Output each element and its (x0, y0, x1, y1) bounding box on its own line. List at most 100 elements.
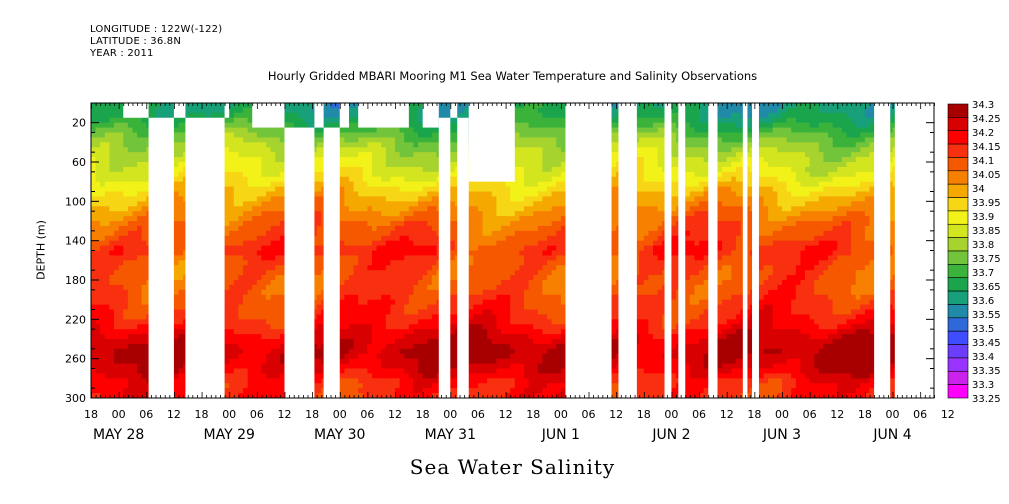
salinity-cell (252, 142, 258, 148)
salinity-cell (252, 221, 258, 227)
salinity-cell (270, 294, 276, 301)
salinity-cell (104, 289, 110, 296)
salinity-cell (348, 393, 354, 399)
salinity-cell (344, 250, 350, 256)
salinity-cell (395, 353, 401, 360)
salinity-cell (344, 270, 350, 276)
salinity-cell (376, 339, 382, 345)
salinity-cell (385, 329, 391, 335)
salinity-cell (256, 329, 262, 335)
salinity-cell (243, 176, 249, 183)
salinity-cell (362, 225, 368, 232)
salinity-cell (312, 196, 318, 202)
salinity-cell (266, 221, 272, 227)
salinity-cell (233, 142, 239, 148)
salinity-cell (252, 176, 258, 183)
salinity-cell (367, 225, 373, 232)
salinity-cell (141, 250, 147, 256)
salinity-cell (385, 280, 391, 286)
salinity-cell (114, 393, 120, 399)
salinity-cell (123, 181, 129, 187)
salinity-cell (233, 181, 239, 187)
salinity-cell (427, 250, 433, 256)
salinity-cell (270, 353, 276, 360)
salinity-cell (413, 127, 419, 133)
salinity-cell (358, 225, 364, 232)
salinity-cell (367, 304, 373, 310)
salinity-cell (238, 348, 244, 355)
salinity-cell (358, 127, 364, 133)
salinity-cell (266, 152, 272, 158)
salinity-cell (381, 132, 387, 138)
salinity-cell (266, 363, 272, 369)
salinity-cell (224, 221, 230, 227)
salinity-cell (376, 176, 382, 183)
salinity-cell (395, 393, 401, 399)
salinity-cell (404, 289, 410, 296)
salinity-cell (413, 147, 419, 153)
salinity-cell (418, 201, 424, 207)
salinity-cell (348, 221, 354, 227)
salinity-cell (224, 319, 230, 325)
salinity-cell (413, 211, 419, 217)
salinity-cell (399, 363, 405, 369)
salinity-cell (376, 142, 382, 148)
salinity-cell (141, 265, 147, 271)
salinity-cell (247, 171, 253, 178)
salinity-cell (224, 250, 230, 256)
salinity-cell (91, 245, 97, 251)
salinity-cell (316, 235, 322, 242)
salinity-cell (431, 319, 437, 325)
salinity-cell (100, 304, 106, 310)
salinity-cell (367, 230, 373, 237)
salinity-cell (422, 284, 428, 291)
salinity-cell (450, 221, 456, 227)
salinity-cell (413, 255, 419, 261)
salinity-cell (275, 270, 281, 276)
salinity-cell (381, 221, 387, 227)
salinity-cell (395, 225, 401, 232)
salinity-cell (233, 166, 239, 173)
salinity-cell (118, 221, 124, 227)
salinity-cell (431, 348, 437, 355)
salinity-cell (413, 309, 419, 315)
salinity-cell (224, 186, 230, 192)
salinity-cell (261, 275, 267, 281)
year-label: YEAR : 2011 (90, 48, 154, 59)
salinity-cell (339, 230, 345, 237)
salinity-cell (353, 235, 359, 242)
salinity-cell (399, 324, 405, 330)
salinity-cell (238, 363, 244, 369)
salinity-cell (247, 107, 253, 114)
salinity-cell (114, 348, 120, 355)
salinity-cell (339, 206, 345, 212)
salinity-cell (344, 324, 350, 330)
salinity-cell (132, 304, 138, 310)
salinity-cell (418, 348, 424, 355)
salinity-cell (247, 117, 253, 124)
salinity-cell (390, 230, 396, 237)
salinity-cell (238, 122, 244, 128)
salinity-cell (358, 373, 364, 379)
salinity-cell (270, 255, 276, 261)
salinity-cell (243, 343, 249, 350)
salinity-cell (413, 299, 419, 305)
salinity-cell (358, 309, 364, 315)
salinity-cell (418, 240, 424, 246)
salinity-cell (339, 383, 345, 389)
salinity-cell (261, 162, 267, 168)
salinity-cell (339, 216, 345, 222)
salinity-cell (348, 378, 354, 384)
salinity-cell (270, 191, 276, 197)
salinity-cell (450, 225, 456, 232)
salinity-cell (91, 112, 97, 119)
salinity-cell (422, 383, 428, 389)
salinity-cell (316, 314, 322, 320)
salinity-cell (367, 181, 373, 187)
salinity-cell (348, 122, 354, 128)
salinity-cell (275, 152, 281, 158)
salinity-cell (109, 265, 115, 271)
salinity-cell (413, 270, 419, 276)
salinity-cell (362, 329, 368, 335)
salinity-cell (390, 250, 396, 256)
